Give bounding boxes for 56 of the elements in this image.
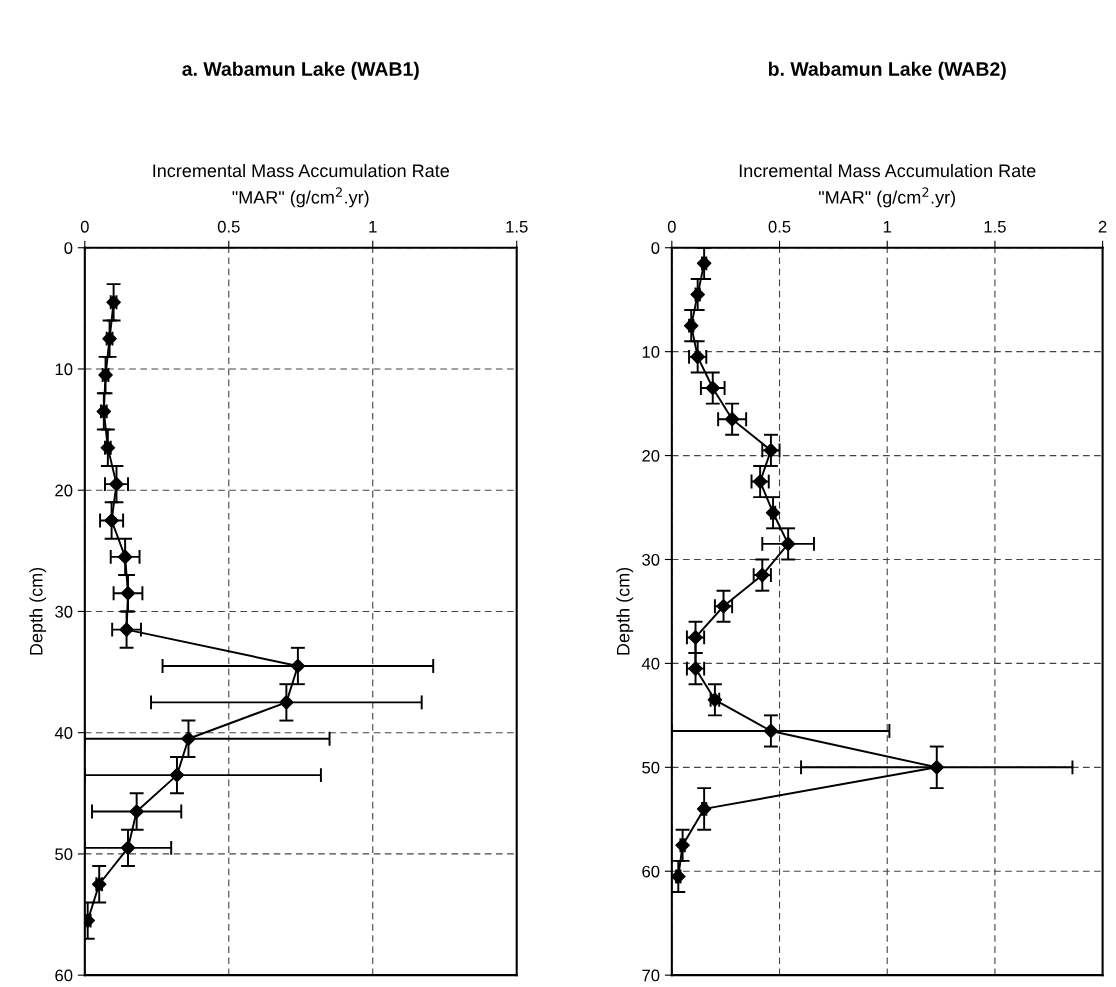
y-tick-label: 0 [64, 242, 73, 254]
point [96, 404, 112, 419]
x-tick-label: 2 [1098, 220, 1107, 233]
y-axis-title: Depth (cm) [616, 567, 634, 655]
point [780, 536, 796, 552]
y-tick-label: 50 [55, 848, 73, 861]
point [109, 476, 124, 492]
point [117, 549, 133, 565]
point [929, 760, 945, 775]
x-tick-label: 0.5 [768, 220, 791, 233]
y-tick-label: 60 [55, 969, 73, 982]
y-tick-label: 20 [642, 449, 660, 462]
point [120, 840, 136, 856]
x-tick-label: 1.5 [506, 221, 528, 233]
point [119, 622, 134, 637]
y-tick-label: 10 [55, 363, 73, 376]
point [290, 658, 306, 674]
y-tick-label: 70 [642, 969, 660, 982]
point [181, 731, 196, 747]
point [120, 585, 136, 601]
y-tick-label: 10 [642, 346, 660, 358]
x-tick-label: 1.5 [984, 221, 1006, 233]
x-axis-title: Incremental Mass Accumulation Rate "MAR" (g/cm$^{2}$.yr) [739, 163, 1036, 208]
point [91, 876, 107, 892]
x-tick-label: 0.5 [217, 220, 240, 233]
y-tick-label: 0 [651, 242, 660, 254]
point [671, 869, 686, 884]
y-tick-label: 40 [54, 727, 73, 739]
x-tick-label: 1 [369, 221, 377, 233]
point [763, 723, 779, 739]
y-tick-label: 20 [55, 484, 73, 497]
chart-title: a. Wabamun Lake (WAB1) [182, 61, 419, 80]
chart-title: b. Wabamun Lake (WAB2) [768, 61, 1006, 80]
y-tick-label: 40 [641, 657, 660, 670]
point [696, 256, 712, 271]
y-axis-title: Depth (cm) [29, 567, 47, 655]
y-tick-label: 60 [642, 865, 660, 878]
x-tick-label: 0 [80, 220, 89, 233]
point [104, 513, 119, 528]
point [696, 801, 712, 817]
x-axis-title: Incremental Mass Accumulation Rate "MAR" (g/cm$^{2}$.yr) [153, 163, 449, 208]
point [765, 505, 781, 521]
point [129, 804, 144, 819]
point [683, 318, 699, 333]
point [705, 380, 721, 396]
point [675, 837, 690, 853]
y-tick-label: 30 [55, 605, 73, 618]
y-tick-label: 30 [642, 553, 660, 566]
point [169, 767, 185, 783]
x-tick-label: 1 [883, 221, 892, 233]
point [724, 411, 740, 427]
x-tick-label: 0 [667, 220, 676, 233]
point [690, 287, 705, 302]
point [100, 440, 116, 456]
y-tick-label: 50 [642, 761, 660, 774]
point [279, 695, 294, 710]
